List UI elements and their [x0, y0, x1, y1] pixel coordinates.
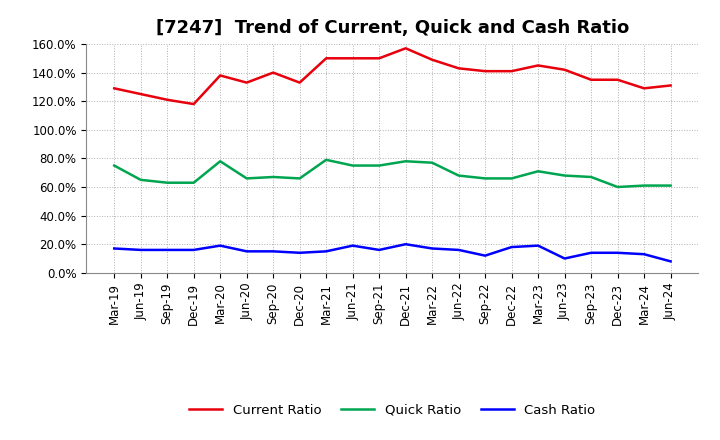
- Quick Ratio: [163, 180, 171, 185]
- Current Ratio: [375, 55, 384, 61]
- Legend: Current Ratio, Quick Ratio, Cash Ratio: Current Ratio, Quick Ratio, Cash Ratio: [184, 398, 600, 422]
- Quick Ratio: [295, 176, 304, 181]
- Current Ratio: [534, 63, 542, 68]
- Current Ratio: [587, 77, 595, 82]
- Current Ratio: [216, 73, 225, 78]
- Quick Ratio: [666, 183, 675, 188]
- Cash Ratio: [613, 250, 622, 255]
- Current Ratio: [508, 69, 516, 74]
- Quick Ratio: [640, 183, 649, 188]
- Quick Ratio: [587, 174, 595, 180]
- Cash Ratio: [560, 256, 569, 261]
- Quick Ratio: [428, 160, 436, 165]
- Current Ratio: [136, 92, 145, 97]
- Quick Ratio: [216, 159, 225, 164]
- Current Ratio: [560, 67, 569, 72]
- Current Ratio: [189, 101, 198, 106]
- Cash Ratio: [401, 242, 410, 247]
- Current Ratio: [481, 69, 490, 74]
- Quick Ratio: [269, 174, 277, 180]
- Quick Ratio: [534, 169, 542, 174]
- Line: Quick Ratio: Quick Ratio: [114, 160, 670, 187]
- Current Ratio: [322, 55, 330, 61]
- Current Ratio: [428, 57, 436, 62]
- Cash Ratio: [666, 259, 675, 264]
- Cash Ratio: [243, 249, 251, 254]
- Cash Ratio: [322, 249, 330, 254]
- Cash Ratio: [189, 247, 198, 253]
- Quick Ratio: [613, 184, 622, 190]
- Title: [7247]  Trend of Current, Quick and Cash Ratio: [7247] Trend of Current, Quick and Cash …: [156, 19, 629, 37]
- Cash Ratio: [348, 243, 357, 248]
- Cash Ratio: [587, 250, 595, 255]
- Quick Ratio: [454, 173, 463, 178]
- Quick Ratio: [322, 157, 330, 162]
- Quick Ratio: [136, 177, 145, 183]
- Quick Ratio: [110, 163, 119, 168]
- Current Ratio: [163, 97, 171, 103]
- Current Ratio: [613, 77, 622, 82]
- Quick Ratio: [243, 176, 251, 181]
- Cash Ratio: [110, 246, 119, 251]
- Quick Ratio: [189, 180, 198, 185]
- Cash Ratio: [428, 246, 436, 251]
- Current Ratio: [110, 86, 119, 91]
- Current Ratio: [243, 80, 251, 85]
- Line: Cash Ratio: Cash Ratio: [114, 244, 670, 261]
- Cash Ratio: [481, 253, 490, 258]
- Cash Ratio: [295, 250, 304, 255]
- Current Ratio: [666, 83, 675, 88]
- Quick Ratio: [560, 173, 569, 178]
- Line: Current Ratio: Current Ratio: [114, 48, 670, 104]
- Quick Ratio: [375, 163, 384, 168]
- Quick Ratio: [401, 159, 410, 164]
- Cash Ratio: [640, 252, 649, 257]
- Cash Ratio: [216, 243, 225, 248]
- Cash Ratio: [269, 249, 277, 254]
- Cash Ratio: [136, 247, 145, 253]
- Quick Ratio: [348, 163, 357, 168]
- Cash Ratio: [508, 244, 516, 249]
- Current Ratio: [640, 86, 649, 91]
- Current Ratio: [295, 80, 304, 85]
- Current Ratio: [454, 66, 463, 71]
- Current Ratio: [401, 46, 410, 51]
- Cash Ratio: [163, 247, 171, 253]
- Cash Ratio: [454, 247, 463, 253]
- Cash Ratio: [375, 247, 384, 253]
- Cash Ratio: [534, 243, 542, 248]
- Quick Ratio: [508, 176, 516, 181]
- Quick Ratio: [481, 176, 490, 181]
- Current Ratio: [348, 55, 357, 61]
- Current Ratio: [269, 70, 277, 75]
